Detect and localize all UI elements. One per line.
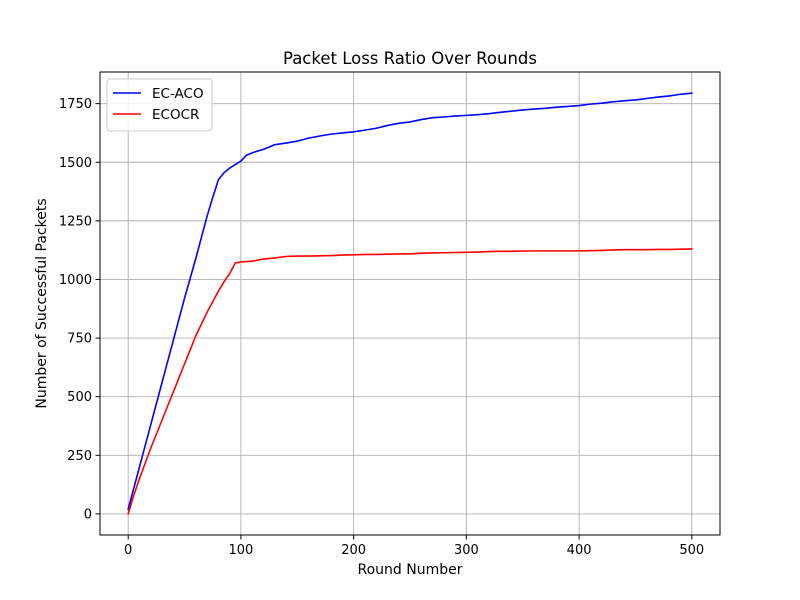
y-tick-label: 750 — [67, 332, 92, 347]
x-tick-label: 300 — [454, 543, 479, 558]
y-tick-label: 1500 — [59, 156, 92, 171]
legend-label-ecocr: ECOCR — [152, 107, 199, 123]
y-tick-label: 0 — [84, 507, 92, 522]
legend: EC-ACO ECOCR — [106, 78, 213, 132]
legend-box — [106, 78, 213, 132]
x-tick-label: 0 — [124, 543, 132, 558]
grid-lines — [100, 72, 720, 535]
y-tick-label: 500 — [67, 390, 92, 405]
y-tick-label: 250 — [67, 449, 92, 464]
x-tick-label: 400 — [567, 543, 592, 558]
y-axis: 0 250 500 750 1000 1250 1500 1750 — [59, 97, 100, 522]
x-axis: 0 100 200 300 400 500 — [124, 535, 704, 558]
y-tick-label: 1250 — [59, 214, 92, 229]
x-axis-label: Round Number — [358, 562, 463, 578]
y-tick-label: 1750 — [59, 97, 92, 112]
series-line-ecocr — [127, 248, 693, 515]
x-tick-label: 100 — [228, 543, 253, 558]
plot-area — [99, 71, 721, 536]
legend-label-ec-aco: EC-ACO — [152, 86, 204, 102]
x-tick-label: 500 — [679, 543, 704, 558]
plot-frame — [99, 71, 721, 536]
series-line-ec-aco — [127, 92, 693, 511]
chart-title: Packet Loss Ratio Over Rounds — [283, 49, 537, 68]
series-lines — [127, 92, 693, 515]
y-tick-label: 1000 — [59, 273, 92, 288]
x-tick-label: 200 — [341, 543, 366, 558]
y-axis-label: Number of Successful Packets — [34, 198, 50, 408]
